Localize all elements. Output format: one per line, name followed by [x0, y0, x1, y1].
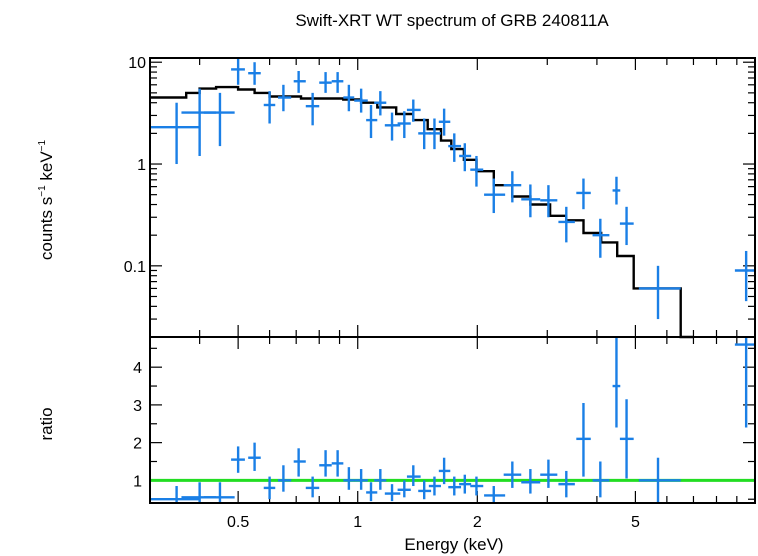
ratio-data-point: [619, 399, 634, 479]
ratio-data-point: [366, 482, 378, 502]
spectrum-y-axis-label: counts s−1 keV−1: [37, 139, 56, 260]
spectrum-data-point: [576, 178, 591, 210]
spectrum-model: [150, 85, 694, 339]
chart-title: Swift-XRT WT spectrum of GRB 240811A: [295, 11, 609, 30]
x-axis-label: Energy (keV): [404, 535, 503, 554]
ratio-frame: [149, 336, 756, 504]
y-tick-label: 10: [128, 55, 146, 72]
ratio-data-point: [263, 476, 276, 500]
ratio-data-point: [558, 470, 575, 498]
ratio-data-point: [638, 457, 681, 503]
spectrum-data-point: [263, 91, 276, 124]
spectrum-data-point: [470, 155, 484, 187]
spectrum-data-point: [592, 218, 610, 258]
y-label-kev: keV: [37, 151, 56, 186]
y-tick-label: 1: [137, 157, 146, 174]
spectrum-data-point: [459, 143, 472, 172]
spectrum-data-points: [150, 58, 755, 320]
ratio-data-point: [438, 457, 451, 485]
ratio-panel: 1 2 3 4 0.5 1 2 5 ratio Energy (keV): [37, 336, 756, 554]
ratio-data-point: [305, 476, 320, 498]
model-step-line: [150, 85, 694, 339]
ratio-data-point: [343, 467, 355, 490]
spectrum-data-point: [354, 88, 368, 113]
spectrum-data-point: [428, 118, 441, 150]
x-tick-labels: 0.5 1 2 5: [227, 514, 640, 531]
x-tick-label: 1: [353, 514, 362, 531]
spectrum-data-point: [448, 133, 462, 162]
ratio-data-point: [374, 469, 387, 490]
x-tick-label: 5: [631, 514, 640, 531]
y-tick-label: 3: [133, 398, 142, 415]
spectrum-y-tick-labels: 10 1 0.1: [124, 55, 146, 276]
spectrum-data-point: [406, 99, 421, 122]
x-tick-label: 0.5: [227, 514, 249, 531]
ratio-data-point: [248, 442, 261, 471]
ratio-data-point: [576, 403, 591, 477]
x-tick-label: 2: [473, 514, 482, 531]
ratio-data-point: [384, 484, 401, 502]
spectrum-data-point: [343, 84, 355, 112]
ratio-data-point: [459, 474, 472, 494]
spectrum-data-point: [231, 58, 245, 85]
ratio-data-point: [448, 476, 462, 496]
ratio-data-point: [521, 469, 541, 494]
spectrum-data-point: [503, 171, 522, 203]
y-tick-label: 2: [133, 436, 142, 453]
ratio-data-point: [354, 469, 368, 490]
ratio-data-point: [428, 476, 441, 496]
ratio-data-point: [503, 461, 522, 488]
spectrum-data-point: [484, 178, 506, 214]
ratio-data-point: [734, 337, 755, 428]
y-tick-label: 4: [133, 360, 142, 377]
y-tick-label: 1: [133, 473, 142, 490]
spectrum-data-point: [366, 104, 378, 139]
spectrum-data-point: [331, 72, 344, 93]
spectrum-data-point: [612, 176, 621, 205]
spectrum-data-point: [374, 91, 387, 116]
ratio-data-point: [612, 337, 621, 428]
spectrum-data-point: [540, 185, 558, 218]
spectrum-data-point: [521, 184, 541, 218]
y-label-counts: counts s: [37, 197, 56, 260]
spectrum-data-point: [293, 70, 306, 93]
ratio-data-point: [397, 480, 411, 498]
spectrum-data-point: [319, 72, 332, 93]
ratio-y-axis-label: ratio: [37, 407, 56, 440]
ratio-data-points: [150, 337, 755, 503]
ratio-data-point: [293, 448, 306, 477]
ratio-data-point: [203, 482, 235, 503]
spectrum-data-point: [438, 108, 451, 136]
ratio-data-point: [150, 486, 200, 503]
spectrum-ticks: [149, 58, 756, 338]
spectrum-data-point: [619, 206, 634, 246]
spectrum-data-point: [305, 92, 320, 126]
ratio-data-point: [319, 450, 332, 477]
y-tick-label: 0.1: [124, 259, 146, 276]
spectrum-data-point: [203, 92, 235, 147]
ratio-data-point: [331, 450, 344, 477]
ratio-data-point: [540, 459, 558, 488]
ratio-data-point: [484, 486, 506, 503]
spectrum-data-point: [638, 265, 681, 320]
ratio-data-point: [592, 461, 610, 498]
spectrum-data-point: [397, 111, 411, 139]
y-label-sup1: −1: [37, 185, 48, 197]
ratio-data-point: [231, 446, 245, 473]
spectrum-data-point: [734, 250, 755, 302]
spectrum-data-point: [278, 84, 292, 112]
ratio-y-tick-labels: 1 2 3 4: [133, 360, 142, 490]
spectrum-data-point: [248, 62, 261, 85]
ratio-data-point: [406, 465, 421, 487]
ratio-data-point: [418, 480, 432, 500]
spectrum-data-point: [150, 102, 200, 165]
spectrum-data-point: [558, 206, 575, 243]
y-label-sup2: −1: [37, 139, 48, 151]
spectrum-data-point: [384, 112, 401, 141]
ratio-data-point: [278, 465, 292, 492]
ratio-data-point: [470, 476, 484, 496]
